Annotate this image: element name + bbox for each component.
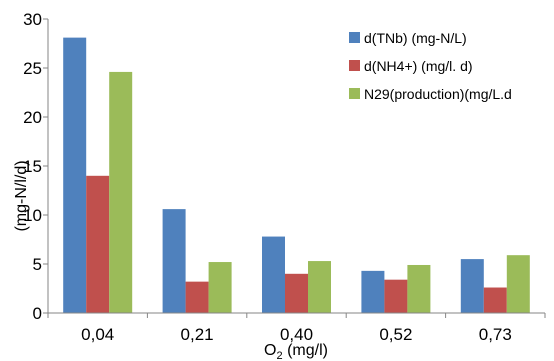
bar-series-2-category-3 [285,273,308,313]
y-ticks-group: 0 5 10 15 20 25 30 [23,10,48,323]
bar-series-2-category-2 [185,281,209,313]
bars-group [63,37,530,314]
bar-series-3-category-3 [308,261,331,313]
x-axis-title-rest: (mg/l) [283,342,328,359]
legend-swatch [349,32,360,43]
x-tick-label: 0,73 [479,325,512,344]
legend-label: d(NH4+) (mg/l. d) [364,58,473,74]
legend: d(TNb) (mg-N/L) d(NH4+) (mg/l. d) N29(prod… [349,30,512,102]
bar-series-1-category-3 [262,236,285,313]
y-axis-title: (mg-N/l/d) [13,160,30,231]
y-tick-label: 15 [23,157,42,176]
legend-label: d(TNb) (mg-N/L) [364,30,467,46]
x-tick-label: 0,40 [280,325,313,344]
y-tick-label: 25 [23,59,42,78]
bar-series-3-category-1 [109,71,133,313]
y-tick-label: 30 [23,10,42,29]
bar-series-2-category-4 [384,279,408,313]
x-axis-title: O2 (mg/l) [264,342,328,361]
bar-series-2-category-5 [483,287,507,313]
legend-swatch [349,60,360,71]
y-tick-label: 5 [33,255,42,274]
x-ticks-group: 0,04 0,21 0,40 0,52 0,73 [47,313,546,344]
bar-series-3-category-5 [506,255,530,313]
legend-label: N29(production)(mg/L.d [364,86,512,102]
legend-swatch [349,88,360,99]
x-tick-label: 0,52 [379,325,412,344]
bar-series-1-category-5 [460,259,484,313]
bar-series-3-category-4 [407,264,431,313]
x-tick-label: 0,21 [181,325,214,344]
x-tick-label: 0,04 [81,325,114,344]
bar-series-1-category-4 [361,270,385,313]
x-axis-title-subscript: 2 [277,350,283,361]
y-tick-label: 0 [33,304,42,323]
bar-series-1-category-2 [162,209,186,313]
y-tick-label: 10 [23,206,42,225]
bar-series-1-category-1 [63,37,87,314]
x-axis-title-main: O [264,342,276,359]
y-tick-label: 20 [23,108,42,127]
bar-series-2-category-1 [86,175,110,313]
bar-series-3-category-2 [208,262,232,313]
